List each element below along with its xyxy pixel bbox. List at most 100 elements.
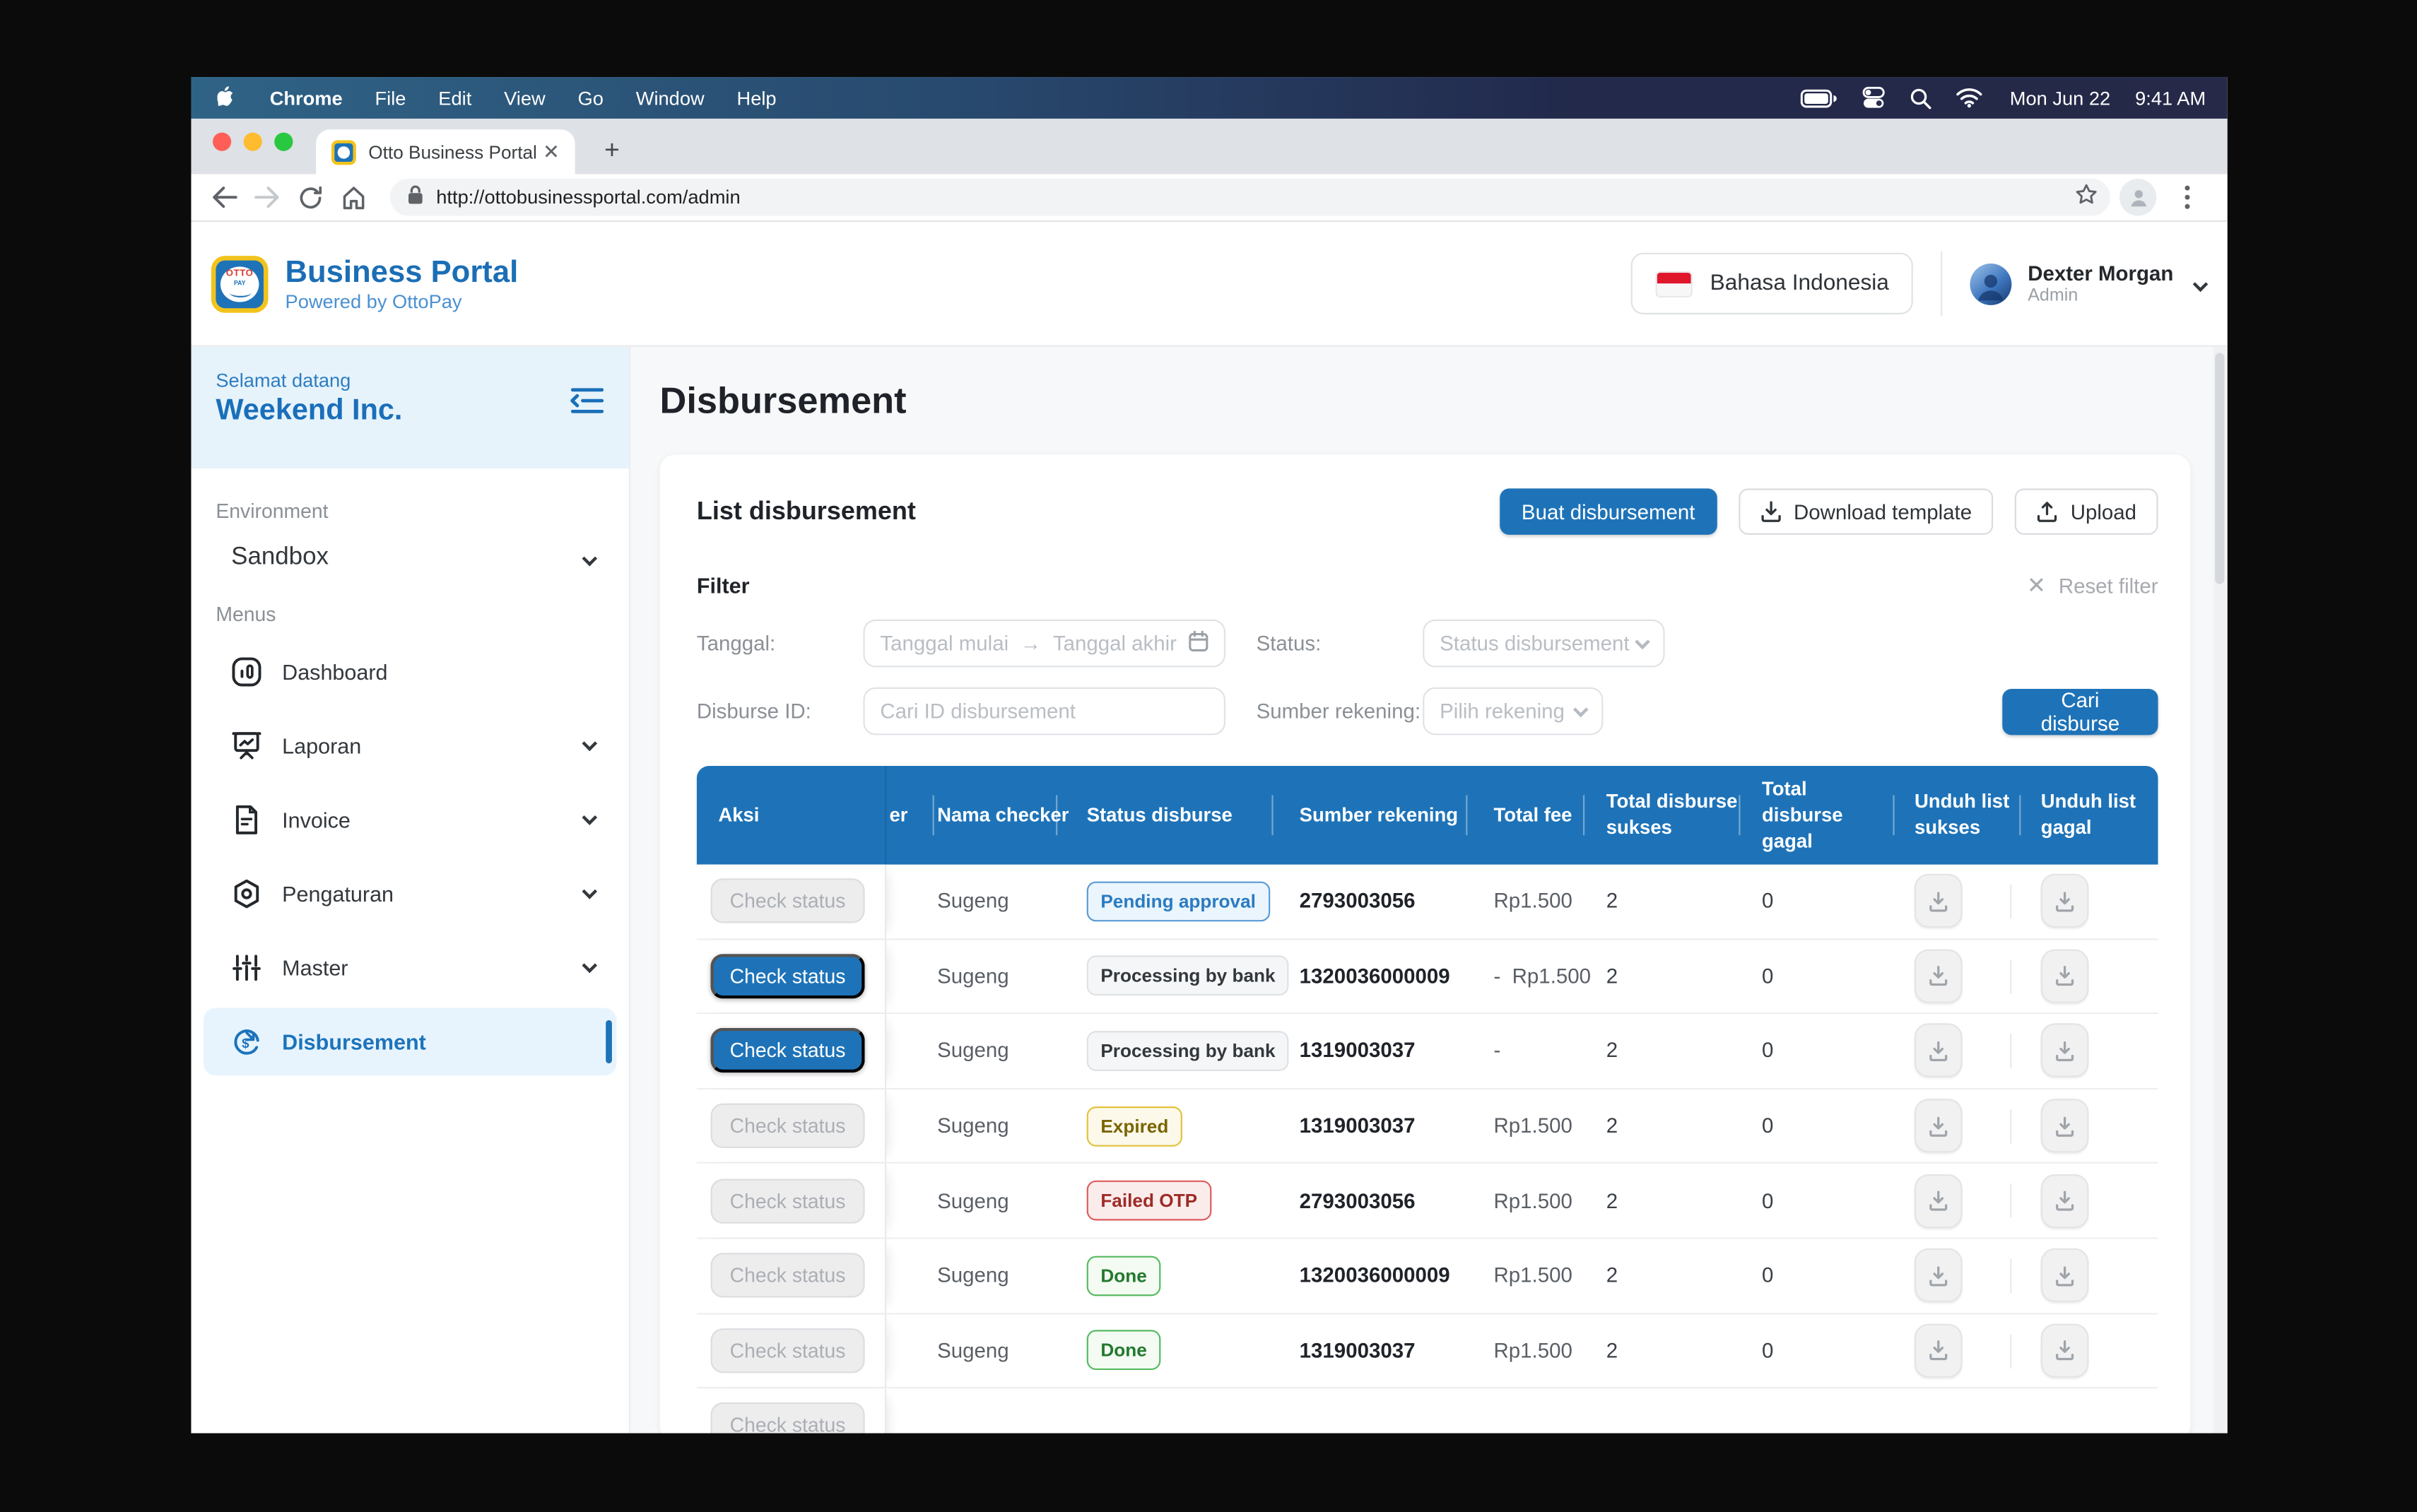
back-icon[interactable] (205, 179, 242, 215)
download-gagal-button[interactable] (2041, 1024, 2089, 1077)
sidebar-collapse-icon[interactable] (570, 386, 604, 422)
download-gagal-button[interactable] (2041, 1323, 2089, 1377)
buat-disbursement-button[interactable]: Buat disbursement (1500, 488, 1717, 534)
menubar-item-help[interactable]: Help (737, 87, 777, 109)
status-dropdown[interactable]: Status disbursement (1423, 620, 1664, 668)
reload-icon[interactable] (291, 179, 328, 215)
user-menu[interactable]: Dexter Morgan Admin (1970, 262, 2206, 305)
download-sukses-button[interactable] (1915, 1323, 1963, 1377)
forward-icon[interactable] (248, 179, 285, 215)
status-badge: Processing by bank (1087, 956, 1290, 996)
calendar-icon (1189, 630, 1208, 656)
download-gagal-button[interactable] (2041, 1099, 2089, 1152)
cari-disburse-button[interactable]: Cari disburse (2002, 688, 2158, 734)
home-icon[interactable] (334, 179, 371, 215)
spotlight-icon[interactable] (1910, 87, 1931, 109)
environment-selector[interactable]: Sandbox (231, 544, 595, 572)
download-sukses-button[interactable] (1915, 1099, 1963, 1152)
battery-icon[interactable] (1800, 88, 1837, 107)
check-status-button: Check status (710, 1403, 864, 1434)
mac-screen: Chrome File Edit View Go Window Help Mon Jun 2… (191, 77, 2227, 1433)
new-tab-button[interactable]: + (594, 133, 630, 170)
brand-subtitle: Powered by OttoPay (286, 290, 519, 312)
checker-name: Sugeng (937, 1264, 1009, 1287)
wifi-icon[interactable] (1956, 88, 1982, 107)
status-badge: Expired (1087, 1106, 1182, 1146)
table-row: Check status (697, 1389, 2158, 1434)
page-title: Disbursement (660, 381, 2228, 424)
sidebar-item-master[interactable]: Master (191, 931, 628, 1005)
welcome-panel: Selamat datang Weekend Inc. (191, 347, 628, 468)
download-sukses-button[interactable] (1915, 1024, 1963, 1077)
download-sukses-button[interactable] (1915, 1248, 1963, 1302)
window-close-button[interactable] (213, 133, 231, 151)
apple-icon[interactable] (218, 86, 240, 110)
browser-menu-icon[interactable] (2169, 179, 2206, 215)
date-range-input[interactable]: Tanggal mulai → Tanggal akhir (863, 620, 1225, 668)
menubar-item-edit[interactable]: Edit (438, 87, 471, 109)
disburse-id-input-wrap (863, 687, 1225, 736)
total-disburse-gagal: 0 (1762, 964, 1773, 988)
upload-button[interactable]: Upload (2015, 488, 2158, 534)
check-status-button[interactable]: Check status (710, 1029, 864, 1073)
status-badge: Failed OTP (1087, 1181, 1211, 1221)
lock-icon (407, 185, 424, 210)
checker-name: Sugeng (937, 1114, 1009, 1138)
menus-label: Menus (216, 603, 629, 626)
download-icon (1760, 501, 1782, 523)
menubar-date: Mon Jun 22 (2010, 87, 2110, 109)
tab-close-icon[interactable]: ✕ (540, 139, 563, 164)
indonesia-flag-icon (1656, 271, 1693, 297)
menubar-item-chrome[interactable]: Chrome (270, 87, 343, 109)
sidebar-item-laporan[interactable]: Laporan (191, 709, 628, 783)
chevron-down-icon[interactable] (2193, 277, 2209, 293)
site-favicon (331, 139, 356, 164)
download-sukses-button[interactable] (1915, 874, 1963, 928)
filter-title: Filter (697, 573, 2027, 598)
control-center-icon[interactable] (1862, 86, 1885, 110)
menubar-item-file[interactable]: File (375, 87, 406, 109)
check-status-button[interactable]: Check status (710, 954, 864, 998)
total-disburse-sukses: 2 (1606, 1114, 1618, 1138)
rekening-dropdown[interactable]: Pilih rekening (1423, 687, 1603, 736)
url-text[interactable]: http://ottobusinessportal.com/admin (436, 187, 2075, 208)
download-sukses-button[interactable] (1915, 1174, 1963, 1227)
window-minimize-button[interactable] (244, 133, 262, 151)
window-zoom-button[interactable] (274, 133, 293, 151)
menubar-item-window[interactable]: Window (636, 87, 705, 109)
total-disburse-sukses: 2 (1606, 1264, 1618, 1287)
checker-name: Sugeng (937, 964, 1009, 988)
sidebar-item-disbursement[interactable]: $Disbursement (204, 1008, 617, 1075)
status-badge: Done (1087, 1256, 1161, 1296)
close-icon: ✕ (2027, 572, 2046, 599)
active-indicator (606, 1020, 612, 1063)
total-fee: Rp1.500 (1494, 1114, 1572, 1138)
download-gagal-button[interactable] (2041, 1174, 2089, 1227)
status-badge: Done (1087, 1330, 1161, 1371)
chevron-down-icon (582, 957, 597, 973)
menubar-item-view[interactable]: View (504, 87, 546, 109)
ottopay-logo: OTTOPAY (211, 255, 269, 312)
checker-name: Sugeng (937, 1189, 1009, 1212)
sidebar-item-label: Master (282, 955, 584, 980)
download-sukses-button[interactable] (1915, 949, 1963, 1003)
browser-tab[interactable]: Otto Business Portal ✕ (316, 129, 575, 174)
language-selector[interactable]: Bahasa Indonesia (1631, 253, 1913, 314)
disburse-id-input[interactable] (880, 699, 1208, 723)
menubar-item-go[interactable]: Go (578, 87, 604, 109)
sidebar-item-dashboard[interactable]: Dashboard (191, 635, 628, 709)
page-scrollbar[interactable] (2213, 347, 2225, 1434)
bookmark-star-icon[interactable] (2075, 184, 2098, 211)
download-template-button[interactable]: Download template (1739, 488, 1994, 534)
total-disburse-sukses: 2 (1606, 1189, 1618, 1212)
total-disburse-gagal: 0 (1762, 1189, 1773, 1212)
download-gagal-button[interactable] (2041, 949, 2089, 1003)
language-label: Bahasa Indonesia (1710, 271, 1889, 296)
reset-filter-button[interactable]: ✕ Reset filter (2027, 572, 2158, 599)
download-gagal-button[interactable] (2041, 1248, 2089, 1302)
download-gagal-button[interactable] (2041, 874, 2089, 928)
browser-profile-icon[interactable] (2119, 179, 2156, 215)
sidebar-item-invoice[interactable]: Invoice (191, 783, 628, 857)
address-bar[interactable]: http://ottobusinessportal.com/admin (390, 179, 2110, 215)
sidebar-item-pengaturan[interactable]: Pengaturan (191, 857, 628, 931)
